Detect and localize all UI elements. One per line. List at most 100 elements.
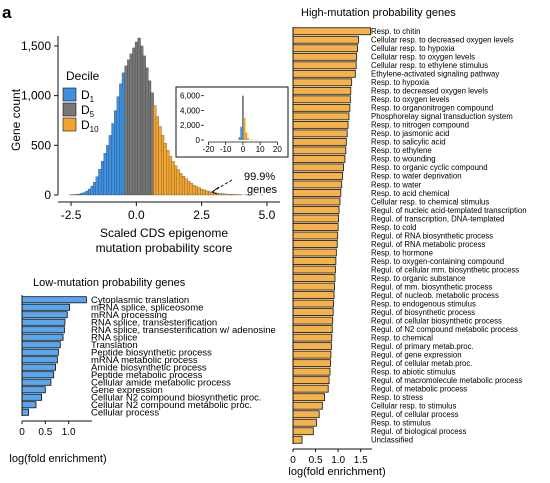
high-category-label: Resp. to oxygen-containing compound (371, 257, 504, 266)
inset-x-tick-label: 0 (241, 145, 246, 154)
low-category-label: Gene expression (91, 385, 163, 396)
high-bar (292, 52, 358, 61)
high-bar (292, 172, 344, 180)
histogram-bar (87, 188, 92, 196)
high-category-label: Resp. to abiotic stimulus (371, 367, 456, 376)
hist-y-tick-label: 0 (44, 188, 51, 202)
histogram-bar (137, 37, 141, 196)
high-category-label: Cellular resp. to oxygen levels (371, 53, 475, 62)
low-category-label: Cytoplasmic translation (91, 295, 189, 306)
legend-swatch-d1 (62, 87, 77, 102)
high-bar (292, 27, 372, 36)
histogram-bar (176, 169, 180, 196)
high-bar (292, 342, 332, 351)
hist-x-axis-label-line1: Scaled CDS epigenome (100, 226, 228, 240)
low-category-label: Cellular N2 compound metabolic proc. (91, 400, 252, 411)
high-category-label: Resp. to nitrogen compound (371, 121, 469, 130)
high-bar (292, 44, 358, 53)
high-bar (292, 299, 335, 308)
histogram-bar (231, 194, 235, 196)
legend-label-d1: D1 (81, 88, 95, 104)
high-bar (292, 291, 335, 299)
inset-y-tick-label: 4,000 (180, 106, 201, 115)
high-bar (292, 240, 338, 248)
histogram-bar (147, 80, 152, 196)
histogram-bar (145, 67, 149, 196)
histogram-bar (174, 165, 178, 196)
high-bar (292, 350, 332, 359)
histogram-bar (140, 45, 144, 196)
high-bar (292, 316, 334, 325)
histogram-bar (106, 145, 110, 196)
histogram-bar (90, 185, 94, 196)
high-category-label: Cellular resp. to stimulus (371, 402, 456, 411)
high-category-label: Regul. of metabolic process (371, 384, 467, 393)
histogram-bar (181, 175, 186, 196)
low-x-axis-label: log(fold enrichment) (9, 453, 106, 465)
inset-histogram: 0 2,000 4,000 6,000 -20 -10 0 10 20 (175, 86, 289, 158)
histogram-bar (179, 173, 183, 196)
inset-frame (175, 86, 289, 158)
high-category-label: Cellular resp. to chemical stimulus (371, 197, 489, 206)
inset-bars (238, 95, 258, 140)
inset-x-tick-label: 10 (256, 145, 265, 154)
histogram-bar (158, 126, 162, 196)
inset-x-tick-label: 20 (273, 145, 282, 154)
inset-annotation-pct: 99.9% (244, 171, 275, 183)
histogram-bar (142, 55, 146, 196)
histogram-bar (127, 59, 131, 196)
high-bar (292, 86, 352, 95)
inset-x-ticks: -20 -10 0 10 20 (203, 141, 282, 154)
high-category-label: Regul. of transcription, DNA-templated (371, 214, 504, 223)
high-category-label: Resp. to oxygen levels (371, 95, 450, 104)
low-category-label: Peptide biosynthetic process (91, 348, 212, 359)
histogram-bar (116, 96, 120, 196)
legend-label-d10: D10 (81, 118, 99, 134)
histogram-bar (226, 193, 230, 196)
high-category-label: Cellular resp. to hypoxia (371, 44, 455, 53)
high-bar (292, 35, 359, 44)
histogram-bar (95, 176, 99, 196)
histogram-bar (200, 188, 204, 196)
histogram-bar (161, 135, 165, 196)
high-category-label: Regul. of primary metab.proc. (371, 342, 474, 351)
inset-bar (250, 139, 253, 140)
low-category-label: mRNA processing (91, 310, 167, 321)
low-bar (21, 311, 68, 319)
inset-bar (245, 132, 248, 140)
low-bar (21, 386, 46, 394)
low-bar (21, 303, 70, 311)
low-bar (21, 378, 52, 386)
high-x-tick-label: 0 (290, 455, 296, 466)
high-bar (292, 189, 342, 197)
high-bar (292, 282, 335, 291)
histogram-bar (129, 53, 133, 196)
low-panel-title: Low-mutation probability genes (33, 277, 186, 289)
low-bar (21, 393, 43, 401)
high-category-label: Resp. to ethylene (371, 146, 432, 155)
histogram-bar (205, 190, 209, 196)
histogram-bar (111, 123, 115, 196)
high-bar (292, 231, 339, 240)
hist-y-tick-label: 1,000 (21, 89, 51, 103)
histogram-bar (208, 191, 212, 196)
high-category-label: Resp. to organonitrogen compound (371, 104, 493, 113)
high-bar (292, 69, 356, 78)
histogram-bar (189, 182, 193, 196)
low-category-label: mRNA splice, spliceosome (91, 303, 203, 314)
inset-y-tick-label: 2,000 (180, 121, 201, 130)
low-bar (21, 401, 37, 409)
high-category-label: Regul. of gene expression (371, 350, 462, 359)
hist-x-tick-label: 2.5 (193, 208, 210, 222)
low-category-label: RNA splice, transesterification (91, 318, 217, 329)
histogram-bar (77, 193, 81, 196)
low-category-label: Peptide metabolic process (91, 370, 203, 381)
high-x-ticks: 0 0.5 1.0 1.5 (290, 449, 368, 466)
hist-x-tick-label: -2.5 (61, 208, 82, 222)
inset-annotation-genes: genes (247, 184, 277, 196)
high-category-label: Regul. of N2 compound metabolic process (371, 325, 518, 334)
high-category-label: Phosphorelay signal transduction system (371, 112, 513, 121)
